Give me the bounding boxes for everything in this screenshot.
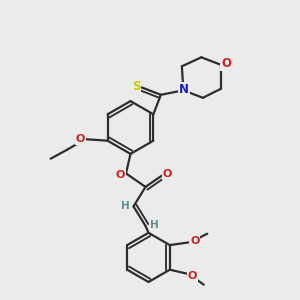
Text: O: O	[190, 236, 200, 246]
Text: O: O	[76, 134, 85, 144]
Text: O: O	[188, 271, 197, 281]
Text: H: H	[149, 220, 158, 230]
Text: O: O	[221, 57, 231, 70]
Text: H: H	[121, 201, 130, 211]
Text: O: O	[163, 169, 172, 179]
Text: O: O	[115, 170, 125, 180]
Text: S: S	[132, 80, 140, 93]
Text: N: N	[179, 83, 189, 96]
